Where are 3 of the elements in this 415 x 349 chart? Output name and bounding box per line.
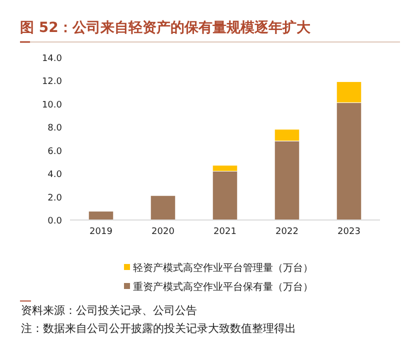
annotation: 注：数据来自公司公开披露的投关记录大致数值整理得出 (21, 322, 296, 335)
annotation: 资料来源：公司投关记录、公司公告 (21, 304, 197, 317)
title: 图 52：公司来自轻资产的保有量规模逐年扩大 (20, 20, 310, 36)
